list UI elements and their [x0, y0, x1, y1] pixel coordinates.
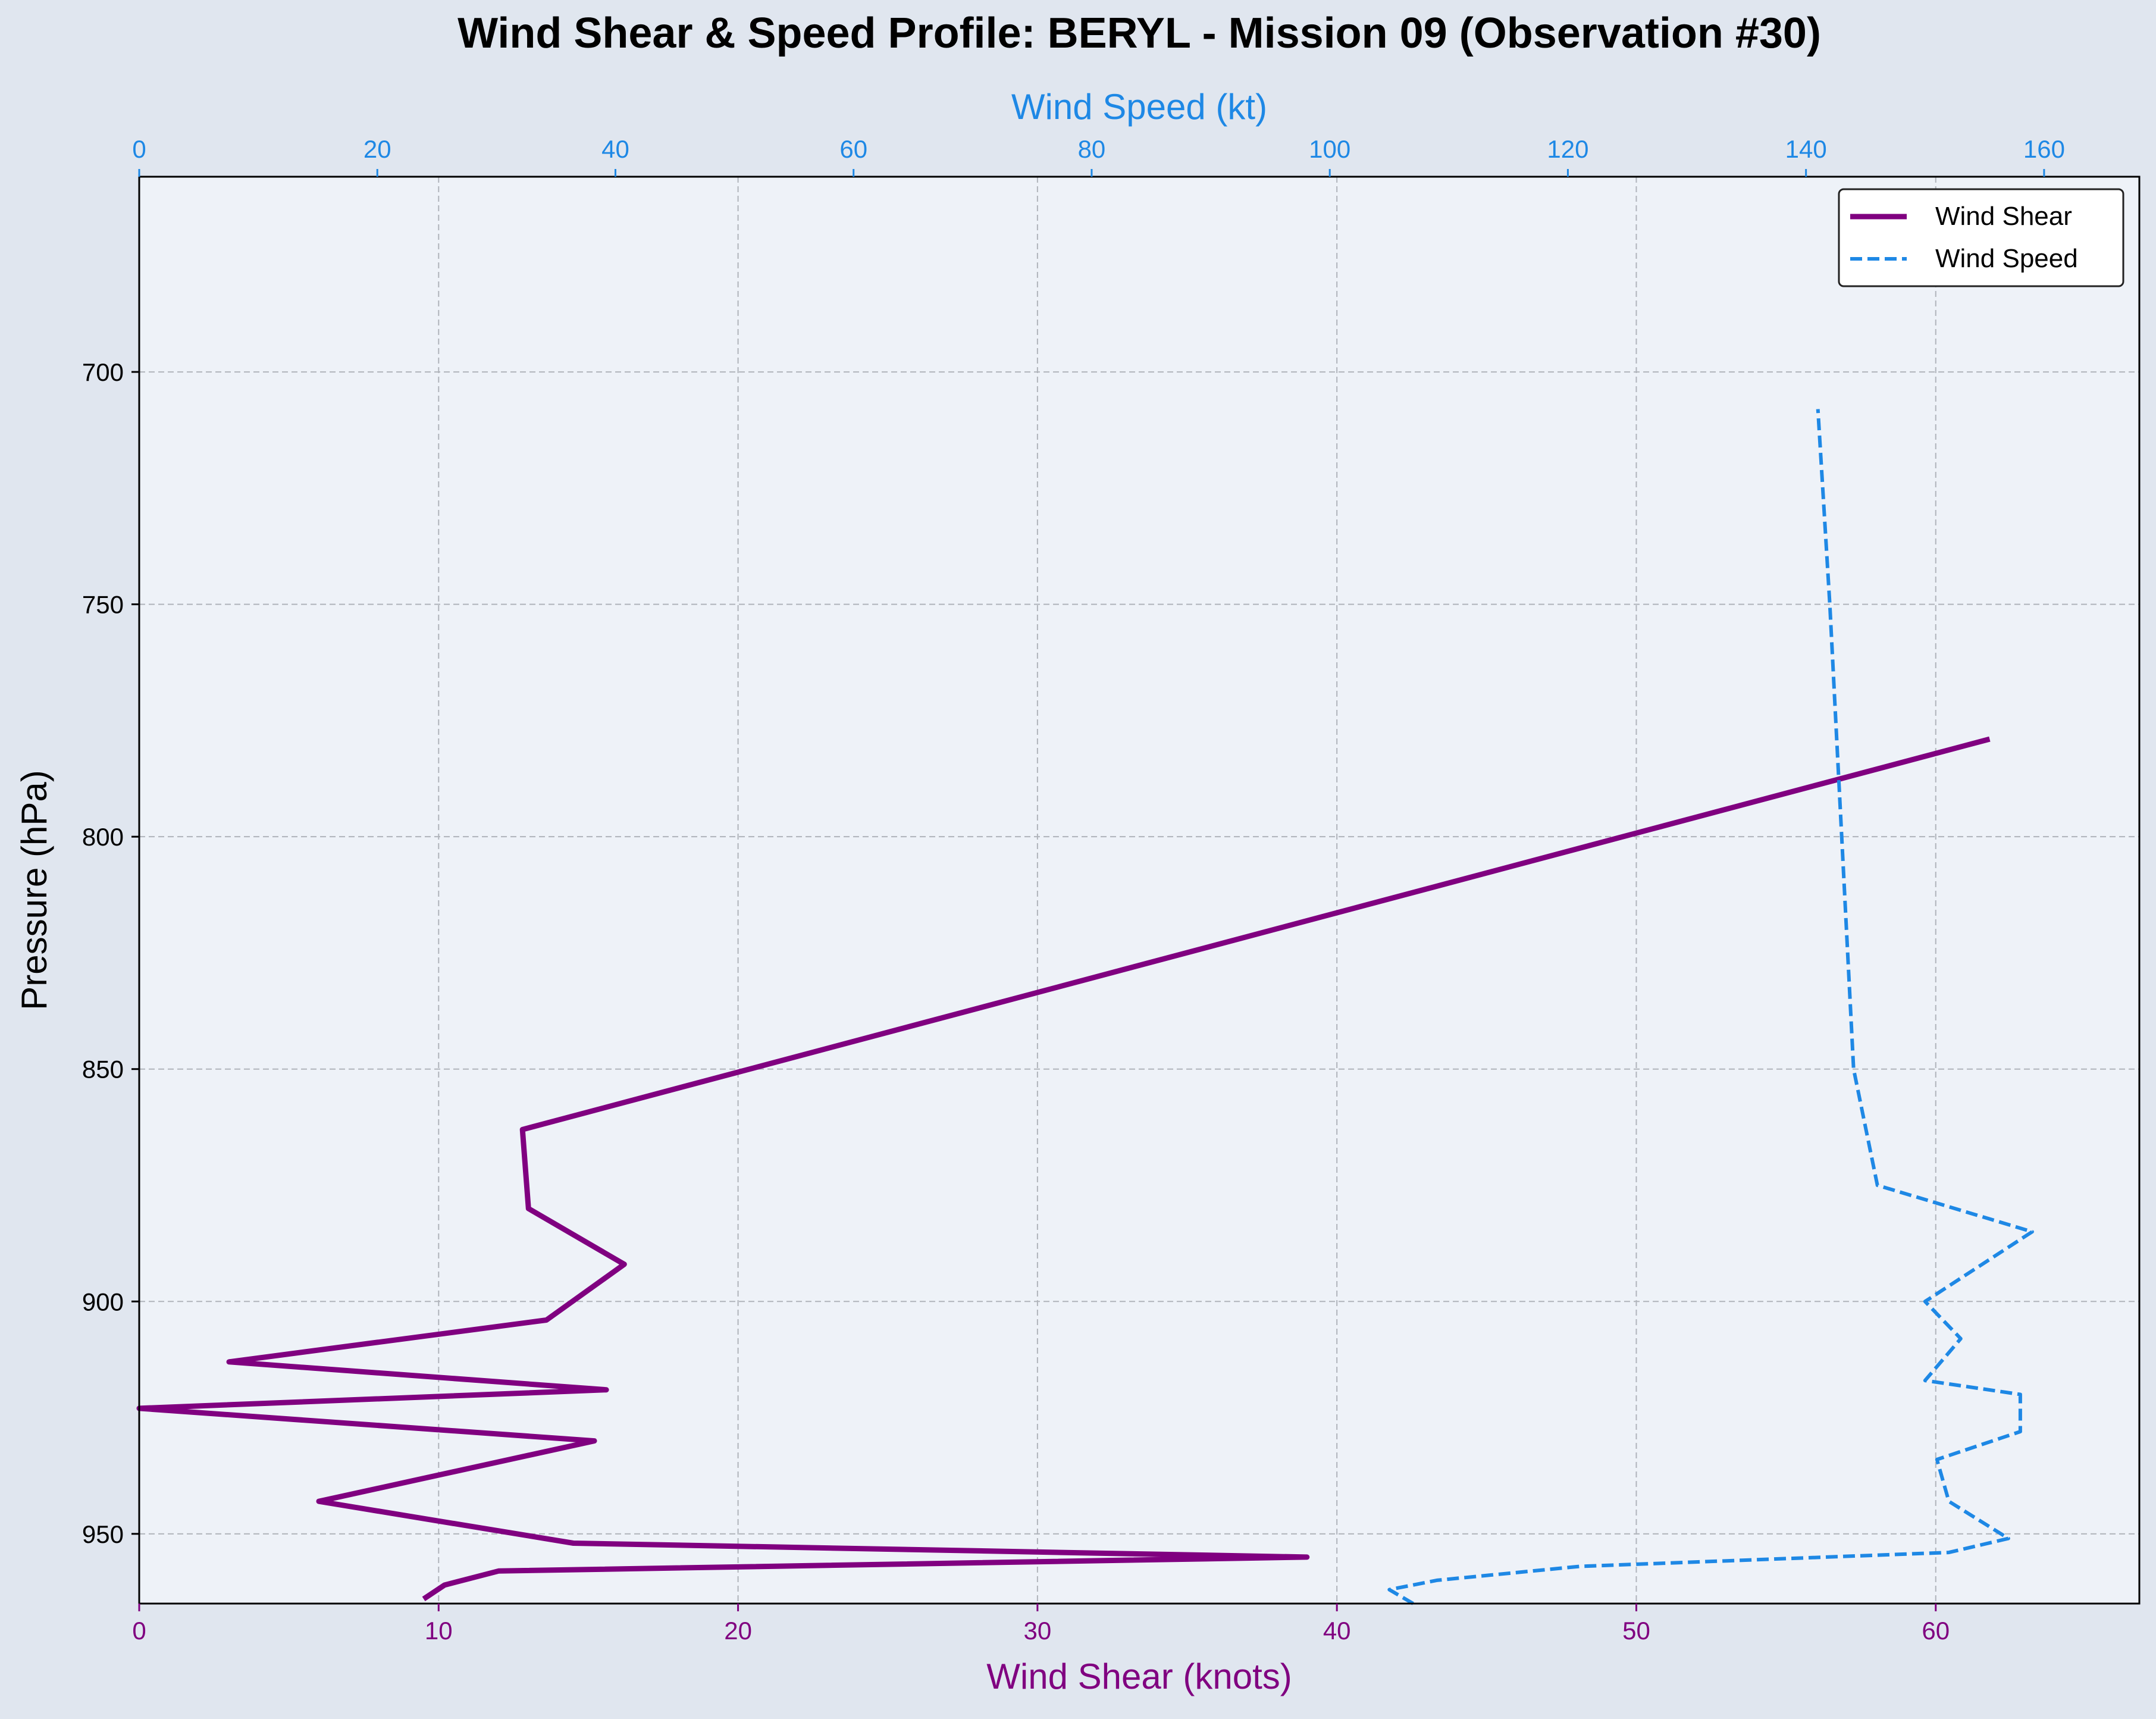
- legend-label-wind-shear: Wind Shear: [1935, 202, 2072, 231]
- legend-box: [1838, 188, 2124, 287]
- y-tick-label: 950: [82, 1520, 124, 1548]
- x-bottom-tick-label: 40: [1323, 1617, 1351, 1645]
- x-bottom-tick-label: 0: [132, 1617, 146, 1645]
- series-line-wind-speed: [1387, 409, 2034, 1605]
- x-bottom-tick-label: 60: [1922, 1617, 1950, 1645]
- y-tick-label: 800: [82, 823, 124, 851]
- x-bottom-tick-label: 50: [1622, 1617, 1650, 1645]
- x-bottom-tick-label: 20: [724, 1617, 752, 1645]
- axes: 700 750 800 850 900 950 0 10 20 30 40 50 60 0 20 40 60 80…: [82, 135, 2065, 1645]
- chart-title: Wind Shear & Speed Profile: BERYL - Miss…: [457, 10, 1821, 57]
- x-top-tick-label: 0: [132, 135, 146, 163]
- plot-frame: [138, 176, 2141, 1605]
- y-axis-label: Pressure (hPa): [14, 770, 54, 1010]
- x-axis-top-label: Wind Speed (kt): [1011, 87, 1267, 127]
- y-tick-label: 900: [82, 1288, 124, 1316]
- y-tick-label: 750: [82, 591, 124, 619]
- x-axis-bottom-label: Wind Shear (knots): [986, 1657, 1292, 1696]
- x-top-tick-label: 120: [1547, 135, 1588, 163]
- x-bottom-tick-label: 30: [1024, 1617, 1052, 1645]
- x-top-tick-label: 40: [601, 135, 629, 163]
- x-top-tick-label: 100: [1309, 135, 1350, 163]
- legend-label-wind-speed: Wind Speed: [1935, 244, 2078, 273]
- x-bottom-tick-label: 10: [425, 1617, 453, 1645]
- x-top-tick-label: 140: [1785, 135, 1827, 163]
- x-top-tick-label: 20: [363, 135, 391, 163]
- legend: Wind Shear Wind Speed: [1838, 188, 2124, 287]
- y-tick-label: 700: [82, 358, 124, 386]
- y-tick-label: 850: [82, 1056, 124, 1084]
- x-top-tick-label: 80: [1078, 135, 1106, 163]
- plot-area: [139, 177, 2139, 1604]
- x-top-tick-label: 60: [839, 135, 867, 163]
- x-top-tick-label: 160: [2023, 135, 2065, 163]
- grid: [139, 177, 2139, 1604]
